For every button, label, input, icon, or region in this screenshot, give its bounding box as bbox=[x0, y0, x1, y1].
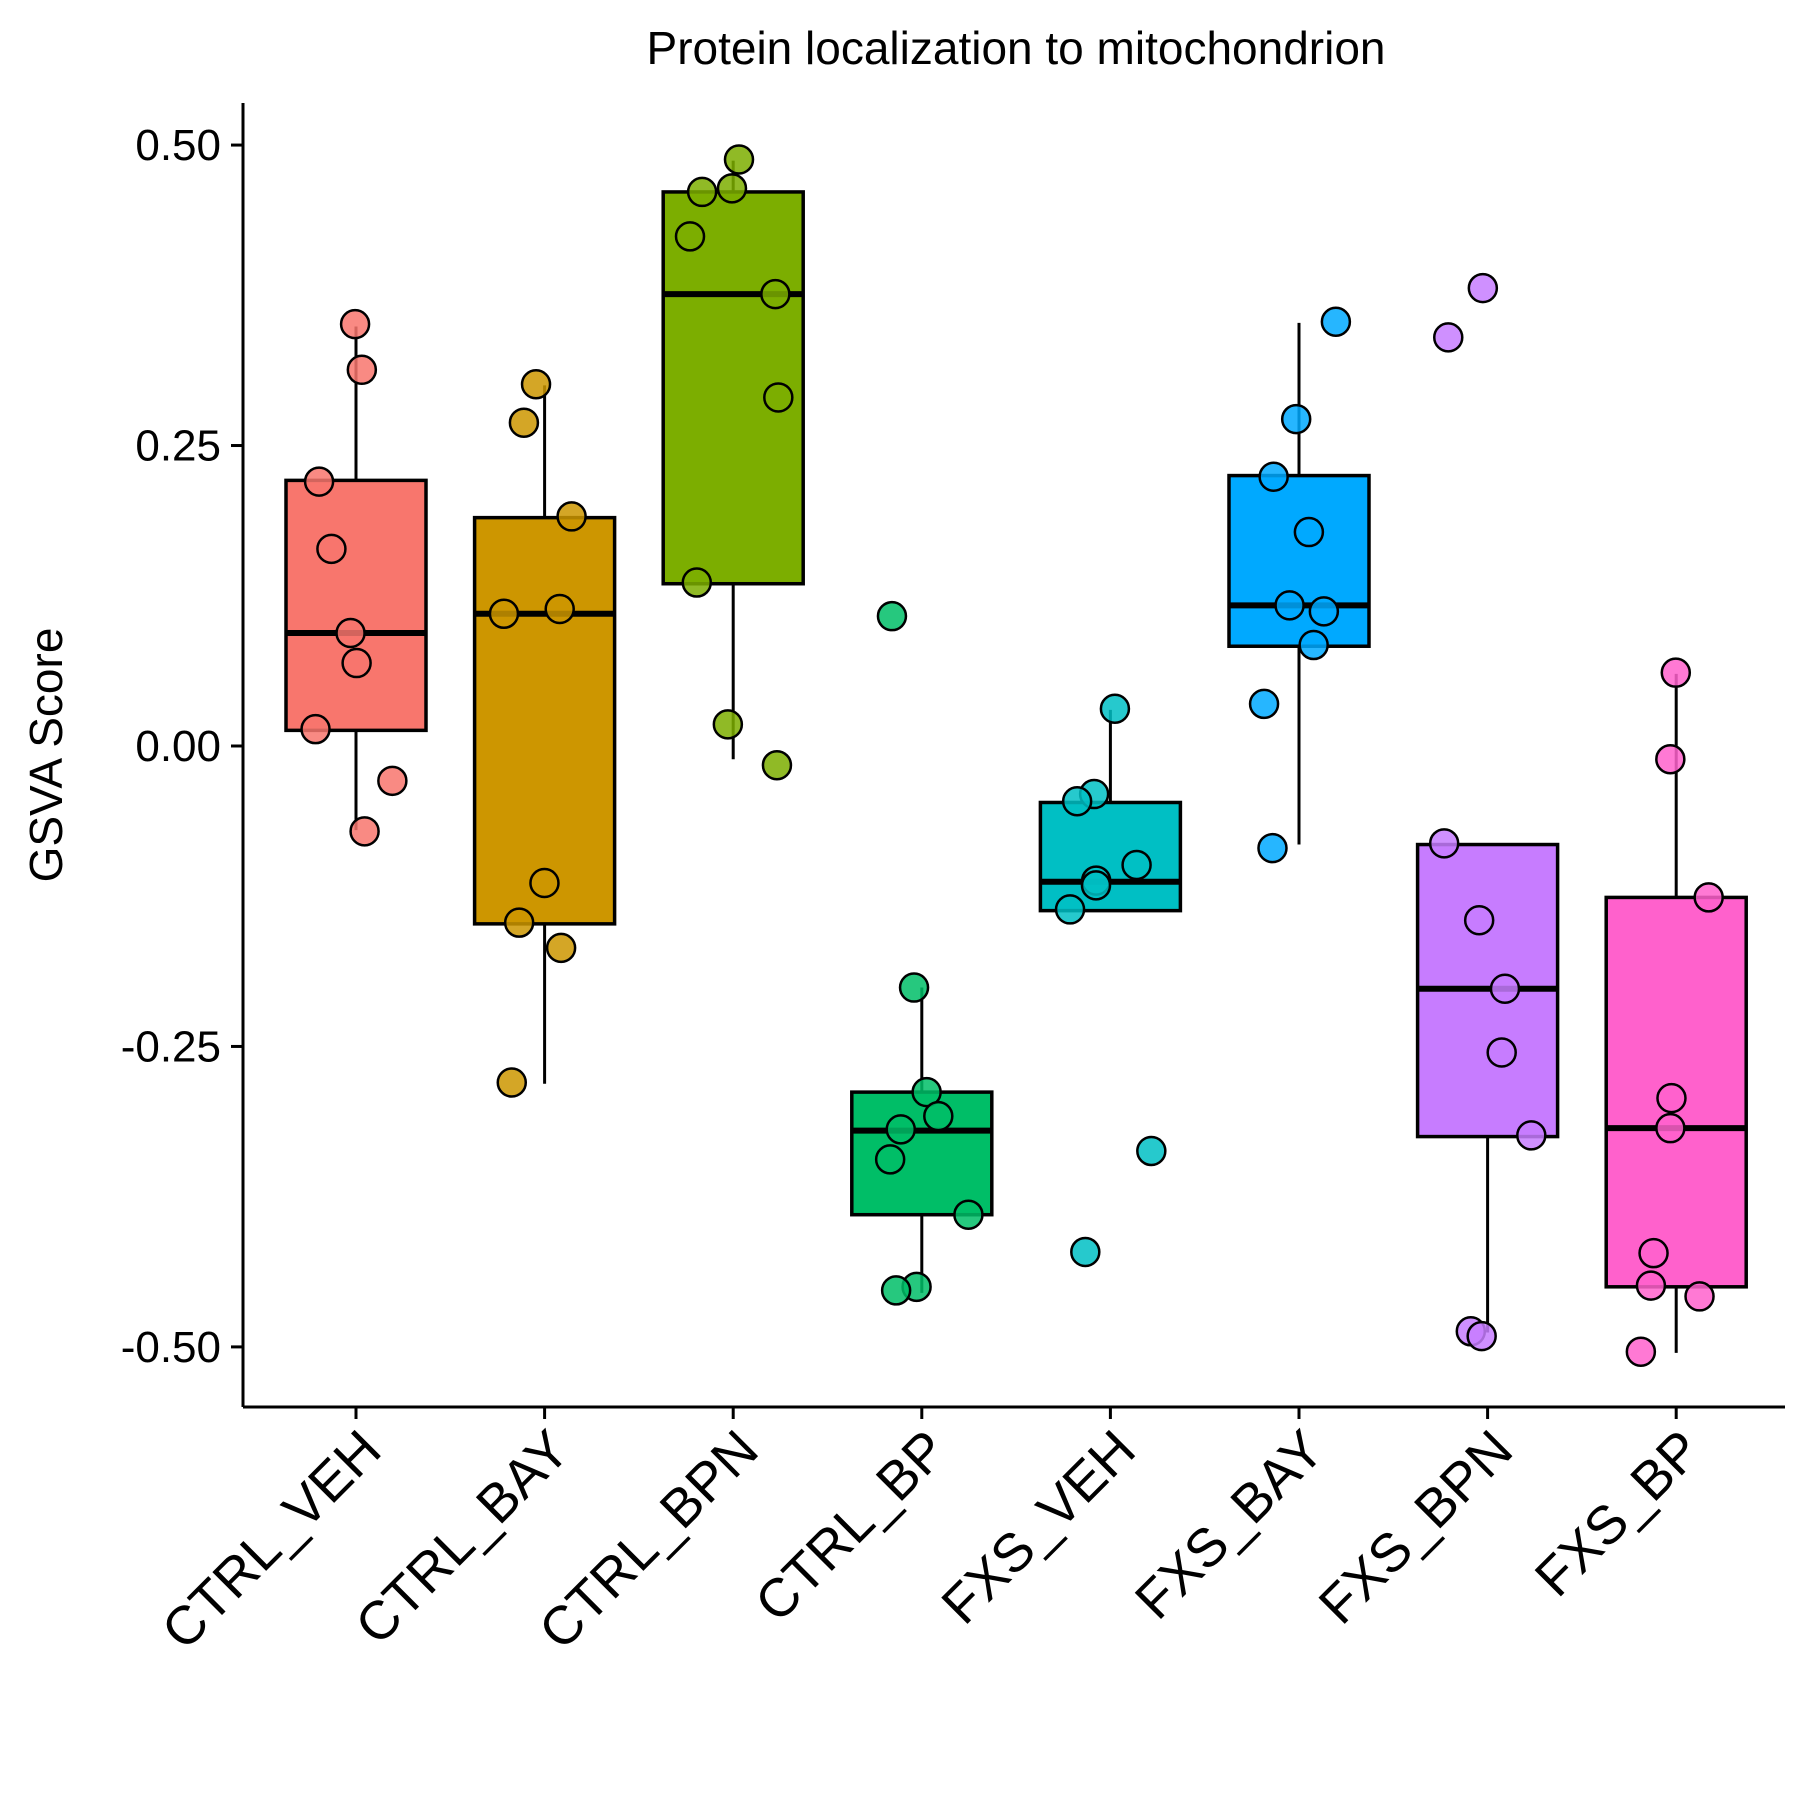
data-point bbox=[1684, 1281, 1715, 1312]
y-tick-label: -0.50 bbox=[121, 1323, 221, 1372]
x-tick-label: FXS_BPN bbox=[1308, 1419, 1524, 1635]
data-point bbox=[723, 144, 755, 175]
box bbox=[1227, 473, 1371, 648]
data-point bbox=[1308, 596, 1340, 627]
y-tick-label: 0.00 bbox=[135, 722, 221, 771]
data-point bbox=[1258, 461, 1289, 493]
data-point bbox=[1136, 1135, 1167, 1167]
data-point bbox=[300, 713, 331, 745]
data-point bbox=[520, 368, 552, 400]
data-point bbox=[1293, 516, 1325, 548]
data-point bbox=[1693, 882, 1724, 913]
box bbox=[284, 478, 428, 733]
data-point bbox=[760, 278, 791, 310]
data-point bbox=[1248, 688, 1280, 720]
chart-title: Protein localization to mitochondrion bbox=[647, 22, 1386, 74]
data-point bbox=[681, 567, 713, 598]
data-point bbox=[1298, 629, 1329, 661]
box-group-fxs-bay bbox=[1227, 306, 1371, 864]
data-point bbox=[716, 173, 748, 204]
data-point bbox=[1635, 1270, 1667, 1301]
y-axis-label: GSVA Score bbox=[20, 628, 72, 883]
box-group-fxs-veh bbox=[1038, 693, 1183, 1268]
box-group-ctrl-bay bbox=[472, 368, 617, 1098]
y-tick-label: -0.25 bbox=[121, 1022, 221, 1071]
data-point bbox=[1054, 894, 1086, 925]
data-point bbox=[712, 709, 744, 740]
data-point bbox=[1099, 693, 1131, 724]
data-point bbox=[761, 749, 793, 781]
data-point bbox=[303, 466, 335, 497]
data-point bbox=[1655, 1112, 1686, 1144]
data-point bbox=[503, 907, 535, 938]
data-point bbox=[1625, 1336, 1657, 1367]
data-point bbox=[1466, 1320, 1497, 1352]
data-point bbox=[1428, 828, 1460, 859]
x-tick-label: FXS_VEH bbox=[930, 1419, 1146, 1635]
x-tick-label: FXS_BP bbox=[1524, 1419, 1713, 1608]
box-group-ctrl-veh bbox=[284, 308, 428, 847]
x-tick-label: FXS_BAY bbox=[1124, 1419, 1336, 1631]
box-group-ctrl-bp bbox=[850, 600, 994, 1306]
data-point bbox=[556, 501, 587, 532]
data-point bbox=[876, 600, 908, 632]
data-point bbox=[763, 382, 794, 413]
data-point bbox=[923, 1100, 954, 1132]
data-point bbox=[1655, 743, 1686, 775]
data-point bbox=[335, 617, 366, 649]
data-point bbox=[316, 533, 347, 565]
data-point bbox=[1320, 306, 1352, 337]
data-point bbox=[674, 221, 706, 252]
data-point bbox=[1638, 1237, 1669, 1269]
data-point bbox=[488, 598, 520, 630]
data-point bbox=[1080, 870, 1112, 901]
data-point bbox=[898, 972, 930, 1003]
y-tick-label: 0.25 bbox=[135, 422, 221, 471]
box bbox=[850, 1090, 994, 1217]
data-point bbox=[1660, 657, 1692, 688]
data-point bbox=[1467, 272, 1499, 304]
data-point bbox=[1486, 1037, 1517, 1068]
data-point bbox=[341, 647, 372, 679]
y-tick-label: 0.50 bbox=[135, 121, 221, 170]
data-point bbox=[496, 1067, 528, 1098]
data-point bbox=[1489, 973, 1521, 1005]
box bbox=[1038, 800, 1183, 913]
data-point bbox=[885, 1114, 917, 1145]
data-point bbox=[349, 816, 380, 847]
data-point bbox=[911, 1076, 942, 1108]
data-point bbox=[1280, 403, 1312, 435]
box-group-fxs-bpn bbox=[1415, 272, 1560, 1352]
data-point bbox=[686, 176, 718, 208]
data-point bbox=[1257, 832, 1288, 864]
data-point bbox=[377, 765, 408, 797]
data-point bbox=[529, 867, 560, 899]
box-group-fxs-bp bbox=[1604, 657, 1748, 1367]
plot-area: 0.500.250.00-0.25-0.50CTRL_VEHCTRL_BAYCT… bbox=[121, 103, 1785, 1661]
data-point bbox=[508, 407, 540, 438]
data-point bbox=[1433, 322, 1464, 353]
data-point bbox=[1274, 590, 1305, 621]
data-point bbox=[545, 932, 577, 964]
data-point bbox=[874, 1144, 906, 1175]
data-point bbox=[1463, 905, 1495, 936]
data-point bbox=[544, 593, 575, 625]
data-point bbox=[953, 1199, 984, 1230]
data-point bbox=[346, 354, 378, 386]
data-point bbox=[1516, 1120, 1547, 1151]
x-tick-label: CTRL_BP bbox=[744, 1419, 958, 1633]
box-group-ctrl-bpn bbox=[661, 144, 805, 781]
data-point bbox=[880, 1275, 912, 1306]
data-point bbox=[1061, 786, 1093, 817]
data-point bbox=[1121, 849, 1152, 881]
data-point bbox=[339, 308, 371, 340]
data-point bbox=[1656, 1082, 1687, 1114]
box bbox=[472, 515, 617, 926]
data-point bbox=[1070, 1236, 1101, 1268]
